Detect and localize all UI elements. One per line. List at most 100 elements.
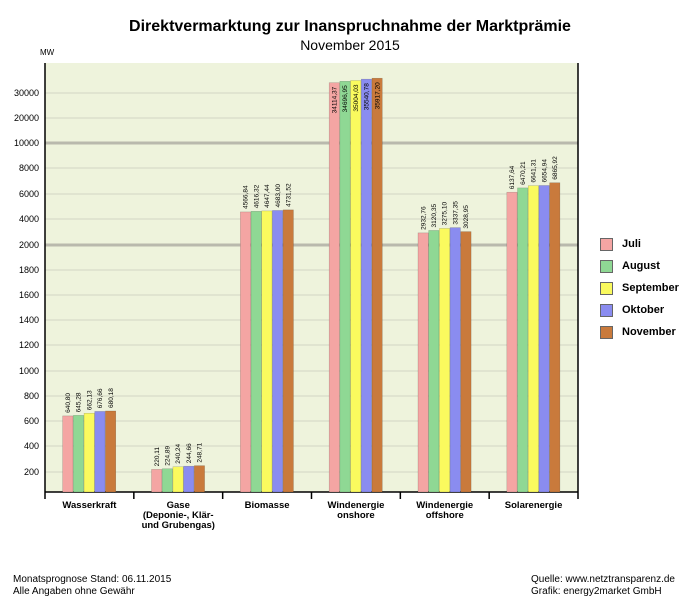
legend-swatch <box>600 304 613 317</box>
data-label: 6137,64 <box>509 165 516 189</box>
bar <box>417 232 429 493</box>
bar <box>361 78 372 493</box>
category-label: Windenergie <box>416 500 473 511</box>
bar <box>73 415 84 493</box>
category-label: Solarenergie <box>505 500 563 511</box>
bar <box>428 230 440 493</box>
bar <box>549 182 561 493</box>
legend-label: Oktober <box>622 304 665 316</box>
y-tick-label: 1400 <box>19 315 39 325</box>
bar <box>261 210 273 493</box>
footer-left: Monatsprognose Stand: 06.11.2015 Alle An… <box>13 574 171 598</box>
y-tick-label: 6000 <box>19 189 39 199</box>
data-label: 244,66 <box>186 443 193 463</box>
footer-right: Quelle: www.netztransparenz.de Grafik: e… <box>531 574 675 598</box>
legend-label: August <box>622 260 660 272</box>
bar <box>371 77 383 493</box>
y-tick-label: 20000 <box>14 113 39 123</box>
bar <box>439 228 450 493</box>
data-label: 3120,35 <box>431 204 438 228</box>
legend-swatch <box>600 238 613 251</box>
y-tick-label: 2000 <box>19 240 39 250</box>
category-label: onshore <box>337 510 374 521</box>
data-label: 4647,44 <box>264 184 271 208</box>
data-label: 645,28 <box>76 392 83 412</box>
legend-item: Juli <box>600 238 685 252</box>
data-label: 220,11 <box>154 447 161 467</box>
data-label: 4683,00 <box>275 184 282 208</box>
bar <box>350 80 362 493</box>
disclaimer: Alle Angaben ohne Gewähr <box>13 586 135 597</box>
bar <box>151 469 163 493</box>
category-label: Biomasse <box>245 500 290 511</box>
category-label: Wasserkraft <box>62 500 117 511</box>
bar <box>83 412 95 493</box>
forecast-date: Monatsprognose Stand: 06.11.2015 <box>13 574 172 585</box>
y-tick-label: 1800 <box>19 265 39 275</box>
legend-label: Juli <box>622 238 641 250</box>
data-label: 662,13 <box>86 390 93 410</box>
chart-title: Direktvermarktung zur Inanspruchnahme de… <box>129 18 571 35</box>
bar <box>183 465 195 493</box>
category-label: Gase <box>167 500 190 511</box>
bar <box>240 211 251 493</box>
legend-label: September <box>622 282 679 294</box>
y-tick-label: 8000 <box>19 163 39 173</box>
y-tick-label: 800 <box>24 391 39 401</box>
source: Quelle: www.netztransparenz.de <box>531 574 675 585</box>
data-label: 640,80 <box>65 393 72 413</box>
y-tick-label: 400 <box>24 441 39 451</box>
data-label: 676,66 <box>97 388 104 408</box>
legend-item: November <box>600 326 685 340</box>
data-label: 4566,84 <box>243 185 250 209</box>
legend-swatch <box>600 282 613 295</box>
bar <box>250 211 262 493</box>
data-label: 35540,78 <box>364 83 371 110</box>
legend-item: August <box>600 260 685 274</box>
bar <box>506 191 518 493</box>
y-tick-label: 1600 <box>19 290 39 300</box>
y-axis-unit: MW <box>40 48 55 57</box>
bar <box>272 210 283 493</box>
data-label: 4731,52 <box>285 183 292 207</box>
data-label: 4616,32 <box>253 184 260 208</box>
data-label: 34696,95 <box>342 85 349 112</box>
y-tick-label: 10000 <box>14 138 39 148</box>
legend-item: Oktober <box>600 304 685 318</box>
bar <box>328 82 340 493</box>
data-label: 2932,76 <box>420 206 427 230</box>
y-tick-label: 1200 <box>19 340 39 350</box>
y-tick-label: 600 <box>24 416 39 426</box>
category-label: (Deponie-, Klär- <box>143 510 214 521</box>
category-label: und Grubengas) <box>142 520 215 531</box>
bar <box>517 187 529 493</box>
bar <box>538 185 550 493</box>
bar <box>105 410 117 493</box>
bar <box>282 209 294 493</box>
chart-subtitle: November 2015 <box>300 37 400 53</box>
bar <box>194 465 205 493</box>
y-tick-label: 30000 <box>14 88 39 98</box>
data-label: 34114,37 <box>332 86 339 113</box>
data-label: 3275,10 <box>442 202 449 226</box>
data-label: 3028,95 <box>463 205 470 229</box>
data-label: 6641,31 <box>531 159 538 183</box>
plot-area <box>45 63 578 492</box>
data-label: 240,24 <box>175 444 182 464</box>
bar <box>172 466 184 493</box>
graphic-credit: Grafik: energy2market GmbH <box>531 586 662 597</box>
legend-swatch <box>600 326 613 339</box>
data-label: 6654,94 <box>541 159 548 183</box>
bar <box>449 227 461 493</box>
y-tick-label: 1000 <box>19 366 39 376</box>
bar <box>339 81 351 493</box>
legend-swatch <box>600 260 613 273</box>
category-label: offshore <box>426 510 464 521</box>
category-label: Windenergie <box>327 500 384 511</box>
bar <box>94 411 106 493</box>
bar <box>161 468 173 493</box>
data-label: 224,89 <box>165 445 172 465</box>
legend-label: November <box>622 326 676 338</box>
data-label: 680,18 <box>108 388 115 408</box>
